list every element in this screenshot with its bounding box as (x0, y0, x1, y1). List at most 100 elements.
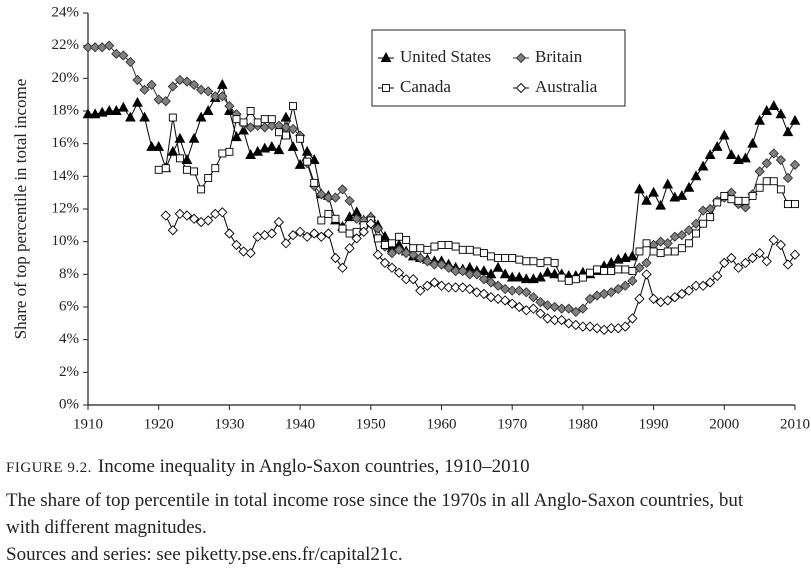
marker (146, 79, 157, 91)
marker (719, 257, 730, 269)
marker (273, 144, 285, 155)
marker (174, 208, 186, 220)
marker (246, 107, 255, 115)
marker (372, 249, 384, 260)
marker (217, 91, 228, 102)
marker (195, 111, 207, 122)
marker (450, 265, 461, 277)
marker (331, 214, 340, 223)
y-tick-label: 24% (52, 4, 80, 20)
marker (181, 76, 193, 87)
marker (613, 323, 624, 334)
marker (167, 225, 178, 236)
marker (613, 283, 624, 295)
marker (683, 181, 695, 192)
marker (754, 114, 766, 125)
marker (388, 239, 396, 248)
marker (677, 244, 686, 253)
marker (620, 280, 631, 291)
marker (556, 314, 567, 326)
legend-label: Britain (535, 47, 583, 66)
marker (82, 42, 94, 53)
marker (499, 295, 511, 306)
marker (515, 52, 527, 64)
marker (188, 213, 200, 224)
marker (139, 111, 150, 122)
marker (464, 283, 475, 295)
marker (373, 234, 382, 243)
marker (436, 280, 447, 291)
marker (507, 285, 518, 296)
marker (789, 159, 801, 171)
marker (614, 265, 623, 274)
marker (125, 111, 136, 122)
marker (598, 324, 610, 336)
marker (289, 102, 297, 111)
marker (287, 123, 299, 135)
marker (379, 257, 391, 269)
marker (740, 257, 751, 269)
marker (188, 79, 200, 91)
marker (713, 198, 722, 207)
marker (513, 271, 525, 282)
marker (457, 282, 468, 293)
marker (167, 81, 178, 92)
marker (606, 323, 617, 334)
marker (429, 259, 440, 270)
marker (253, 118, 262, 127)
marker (267, 115, 276, 124)
marker (690, 218, 702, 229)
marker (564, 276, 573, 285)
marker (104, 40, 115, 51)
marker (791, 200, 799, 209)
marker (266, 140, 278, 151)
marker (550, 258, 559, 267)
figure-label: FIGURE 9.2. (6, 460, 92, 476)
marker (690, 170, 702, 181)
y-tick-label: 0% (59, 396, 79, 412)
marker (282, 131, 290, 140)
marker (401, 274, 412, 285)
marker (224, 228, 235, 239)
marker (515, 82, 527, 94)
marker (627, 275, 638, 287)
marker (549, 314, 560, 326)
marker (337, 262, 348, 273)
marker (266, 120, 277, 131)
marker (712, 270, 723, 282)
marker (422, 256, 433, 267)
figure-caption: FIGURE 9.2. Income inequality in Anglo-Sa… (6, 453, 530, 482)
marker (607, 267, 616, 276)
marker (627, 313, 638, 324)
marker (726, 252, 737, 264)
marker (174, 132, 186, 143)
marker (621, 265, 630, 274)
marker (294, 226, 306, 238)
marker (507, 298, 518, 309)
marker (245, 149, 256, 160)
marker (499, 283, 511, 295)
marker (372, 223, 384, 234)
marker (273, 216, 285, 228)
marker (642, 239, 651, 248)
marker (393, 267, 405, 278)
marker (323, 228, 334, 239)
marker (571, 275, 580, 284)
y-tick-label: 22% (52, 37, 80, 53)
marker (528, 303, 539, 314)
marker (443, 282, 454, 293)
marker (755, 183, 764, 192)
marker (628, 267, 637, 276)
marker (676, 229, 688, 241)
y-tick-label: 4% (59, 331, 79, 347)
y-tick-label: 8% (59, 266, 79, 282)
marker (549, 268, 560, 279)
marker (663, 247, 672, 256)
marker (514, 301, 525, 313)
marker (499, 268, 511, 279)
marker (775, 108, 787, 119)
marker (111, 48, 122, 59)
marker (648, 186, 659, 197)
marker (132, 74, 143, 86)
marker (782, 172, 794, 184)
